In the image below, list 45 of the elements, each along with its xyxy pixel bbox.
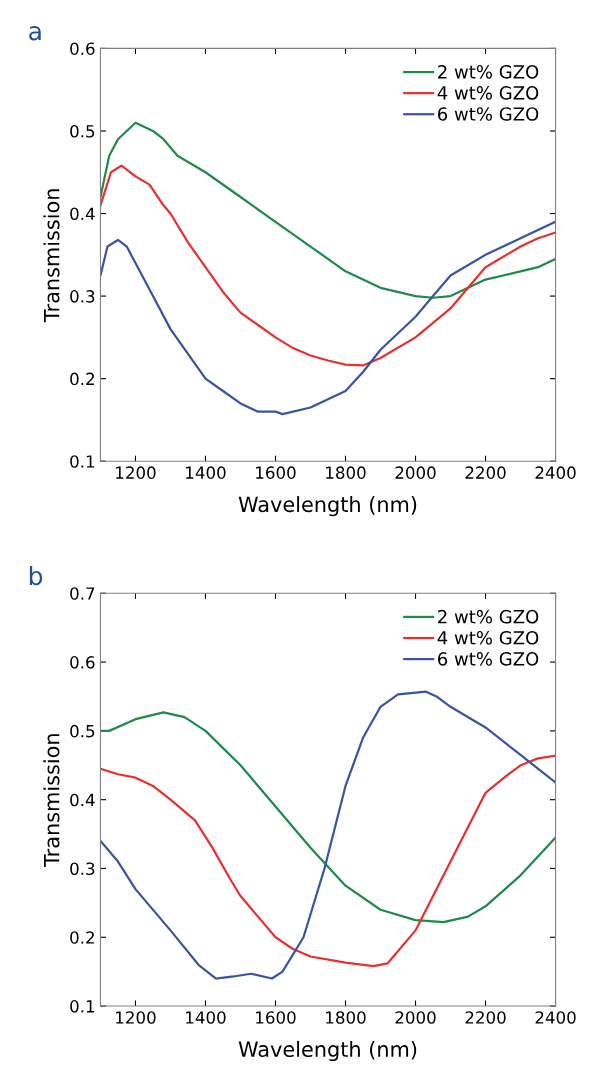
y-tick-label: 0.3 [70,862,95,876]
chart-title: a [29,26,41,41]
legend-label: 6 wt% GZO [438,107,539,121]
x-tick-label: 1400 [186,466,226,479]
y-axis-title: Transmission [43,189,60,323]
x-tick-label: 2000 [395,466,436,479]
legend-label: 2 wt% GZO [438,64,539,79]
y-tick-label: 0.5 [70,124,95,138]
x-tick-label: 2000 [395,1011,436,1024]
y-tick-label: 0.7 [70,587,95,600]
x-tick-label: 2400 [535,466,576,479]
y-tick-label: 0.6 [70,42,95,55]
x-tick-label: 1600 [256,466,296,479]
y-tick-label: 0.2 [70,931,94,944]
line-series [100,121,556,299]
y-tick-label: 0.6 [70,656,95,669]
y-tick-label: 0.3 [70,290,95,303]
line-series [100,164,556,367]
x-axis-title: Wavelength (nm) [238,1040,417,1062]
x-tick-label: 2200 [465,466,506,479]
x-tick-label: 1200 [116,466,156,479]
line-series [100,754,556,968]
legend-label: 2 wt% GZO [438,609,539,624]
y-tick-label: 0.1 [70,455,95,468]
y-tick-label: 0.5 [70,724,95,738]
legend-label: 6 wt% GZO [438,652,539,666]
line-series [100,711,556,924]
legend-label: 4 wt% GZO [437,86,539,100]
x-tick-label: 2400 [535,1011,576,1024]
chart-title: b [29,565,43,586]
x-tick-label: 1800 [326,1011,366,1024]
x-tick-label: 1800 [326,466,366,479]
y-axis-title: Transmission [43,734,60,868]
y-tick-label: 0.4 [70,793,95,807]
x-tick-label: 1200 [116,1011,156,1024]
x-axis-title: Wavelength (nm) [238,496,417,517]
x-tick-label: 1600 [256,1011,296,1024]
line-series [100,690,556,980]
x-tick-label: 1400 [186,1011,226,1024]
x-tick-label: 2200 [465,1011,506,1024]
y-tick-label: 0.4 [70,207,95,221]
line-series [100,220,556,416]
y-tick-label: 0.1 [70,1000,95,1013]
legend-label: 4 wt% GZO [437,630,539,645]
y-tick-label: 0.2 [70,372,94,386]
